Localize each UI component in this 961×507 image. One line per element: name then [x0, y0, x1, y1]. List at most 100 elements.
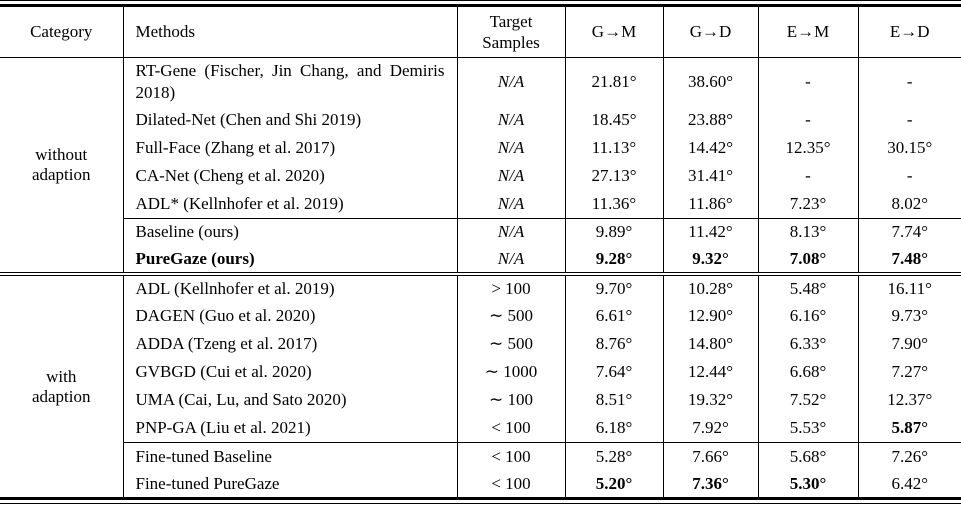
method-cell: GVBGD (Cui et al. 2020)	[123, 358, 458, 387]
method-cell: DAGEN (Guo et al. 2020)	[123, 302, 458, 331]
samples-cell: ∼ 1000	[457, 358, 566, 387]
value-cell: 9.70°	[565, 272, 664, 303]
method-cell: Fine-tuned Baseline	[123, 441, 458, 471]
category-line: adaption	[31, 386, 91, 406]
value-cell: 31.41°	[663, 162, 759, 191]
samples-cell: N/A	[457, 162, 566, 191]
category-line: adaption	[31, 165, 91, 185]
value-cell: 12.35°	[758, 134, 859, 163]
table-row: Fine-tuned Baseline < 100 5.28° 7.66° 5.68° 7…	[0, 441, 961, 471]
value-cell: 7.74°	[858, 217, 961, 247]
value-cell: 9.73°	[891, 306, 929, 326]
samples-cell: < 100	[457, 441, 566, 471]
table-row: GVBGD (Cui et al. 2020) ∼ 1000 7.64° 12.44°…	[0, 358, 961, 387]
value-cell: 11.86°	[663, 190, 759, 219]
value-cell: 7.23°	[758, 190, 859, 219]
samples-cell: ∼ 500	[457, 330, 566, 359]
method-cell: CA-Net (Cheng et al. 2020)	[123, 162, 458, 191]
category-line: without	[35, 145, 88, 165]
value-cell: -	[758, 106, 859, 135]
value-cell: 30.15°	[887, 138, 933, 158]
table-row: Full-Face (Zhang et al. 2017) N/A 11.13° 14…	[0, 134, 961, 163]
method-cell: RT-Gene (Fischer, Jin Chang, and Demiris…	[123, 57, 458, 107]
value-cell: -	[758, 162, 859, 191]
value-cell: 7.66°	[663, 441, 759, 471]
col-header-methods: Methods	[123, 5, 458, 58]
value-cell: 6.42°	[891, 473, 929, 493]
value-cell: 7.26°	[858, 441, 961, 471]
method-cell: UMA (Cai, Lu, and Sato 2020)	[123, 386, 458, 415]
method-cell: ADL (Kellnhofer et al. 2019)	[123, 272, 458, 303]
value-cell: 5.87°	[891, 418, 929, 438]
value-cell: 6.18°	[565, 414, 664, 443]
samples-cell: N/A	[457, 217, 566, 247]
value-cell: 18.45°	[565, 106, 664, 135]
col-header-g-to-d: G→D	[663, 5, 759, 58]
results-table: Category Methods Target Samples G→M G→D …	[0, 4, 961, 500]
table-row: DAGEN (Guo et al. 2020) ∼ 500 6.61° 12.90° 6…	[0, 302, 961, 331]
value-cell: 8.02°	[891, 193, 929, 213]
value-cell: 5.30°	[758, 470, 859, 499]
samples-cell: N/A	[457, 190, 566, 219]
table-row: with adaption ADL (Kellnhofer et al. 2019)…	[0, 272, 961, 499]
value-cell: -	[906, 110, 913, 130]
table-header: Category Methods Target Samples G→M G→D …	[0, 5, 961, 58]
value-cell: 8.76°	[565, 330, 664, 359]
col-header-category: Category	[0, 5, 124, 58]
value-cell: 9.32°	[663, 246, 759, 275]
samples-cell: > 100	[457, 272, 566, 303]
value-cell: 38.60°	[663, 57, 759, 107]
value-cell: 5.68°	[758, 441, 859, 471]
value-cell: 5.48°	[758, 272, 859, 303]
col-header-target-samples: Target Samples	[457, 5, 566, 58]
value-cell: 7.90°	[891, 334, 929, 354]
col-header-g-to-m: G→M	[565, 5, 664, 58]
value-cell: 16.11°	[858, 272, 961, 303]
value-cell: 27.13°	[565, 162, 664, 191]
table-row: ADDA (Tzeng et al. 2017) ∼ 500 8.76° 14.80°…	[0, 330, 961, 359]
table-row: PNP-GA (Liu et al. 2021) < 100 6.18° 7.92° 5…	[0, 414, 961, 443]
samples-cell: N/A	[457, 106, 566, 135]
value-cell: 7.08°	[758, 246, 859, 275]
value-cell: -	[906, 72, 913, 92]
method-cell: Baseline (ours)	[123, 217, 458, 247]
value-cell: 11.42°	[663, 217, 759, 247]
table-row: Fine-tuned PureGaze < 100 5.20° 7.36° 5.30° 6…	[0, 470, 961, 499]
samples-cell: N/A	[457, 246, 566, 275]
value-cell: 8.13°	[758, 217, 859, 247]
value-cell: 9.28°	[565, 246, 664, 275]
section-with-adaption: with adaption ADL (Kellnhofer et al. 2019)…	[0, 272, 961, 499]
method-cell: Full-Face (Zhang et al. 2017)	[123, 134, 458, 163]
samples-cell: < 100	[457, 414, 566, 443]
value-cell: 5.20°	[565, 470, 664, 499]
value-cell: 8.51°	[565, 386, 664, 415]
value-cell: 7.64°	[565, 358, 664, 387]
table-row: without adaption RT-Gene (Fischer, Jin Cha…	[0, 57, 961, 275]
category-cell: without adaption	[0, 57, 124, 275]
value-cell: 5.53°	[758, 414, 859, 443]
value-cell: 6.68°	[758, 358, 859, 387]
table-row: Dilated-Net (Chen and Shi 2019) N/A 18.45°…	[0, 106, 961, 135]
method-cell: ADDA (Tzeng et al. 2017)	[123, 330, 458, 359]
samples-cell: N/A	[457, 134, 566, 163]
value-cell: 11.36°	[565, 190, 664, 219]
value-cell: 7.92°	[663, 414, 759, 443]
samples-cell: ∼ 100	[457, 386, 566, 415]
table-row: ADL* (Kellnhofer et al. 2019) N/A 11.36° 11…	[0, 190, 961, 219]
samples-cell: N/A	[457, 57, 566, 107]
category-cell: with adaption	[0, 272, 124, 499]
value-cell: 6.61°	[565, 302, 664, 331]
value-cell: 7.36°	[663, 470, 759, 499]
value-cell: 11.13°	[565, 134, 664, 163]
section-without-adaption: without adaption RT-Gene (Fischer, Jin Cha…	[0, 57, 961, 275]
col-header-e-to-m: E→M	[758, 5, 859, 58]
value-cell: 7.52°	[758, 386, 859, 415]
table-row: UMA (Cai, Lu, and Sato 2020) ∼ 100 8.51° 19…	[0, 386, 961, 415]
value-cell: 12.44°	[663, 358, 759, 387]
method-cell: Fine-tuned PureGaze	[123, 470, 458, 499]
value-cell: 21.81°	[565, 57, 664, 107]
value-cell: 6.16°	[758, 302, 859, 331]
value-cell: 12.37°	[887, 390, 933, 410]
